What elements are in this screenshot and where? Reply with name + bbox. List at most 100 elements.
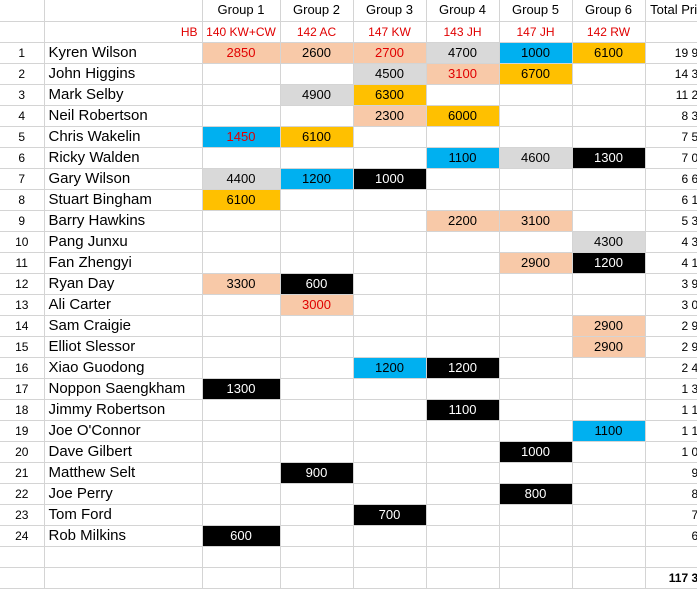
empty-cell[interactable] <box>499 525 573 547</box>
player-name[interactable]: Tom Ford <box>44 504 203 526</box>
player-name[interactable]: Pang Junxu <box>44 231 203 253</box>
empty-cell[interactable] <box>499 504 573 526</box>
prize-cell[interactable]: 900 <box>280 462 354 484</box>
row-number[interactable]: 21 <box>0 462 45 484</box>
cell[interactable] <box>44 0 203 22</box>
cell[interactable] <box>0 567 45 589</box>
empty-cell[interactable] <box>353 399 427 421</box>
empty-cell[interactable] <box>499 315 573 337</box>
empty-cell[interactable] <box>426 420 500 442</box>
empty-cell[interactable] <box>499 399 573 421</box>
empty-cell[interactable] <box>426 252 500 274</box>
hb-label[interactable]: HB <box>44 21 203 43</box>
row-number[interactable]: 2 <box>0 63 45 85</box>
prize-cell[interactable]: 4700 <box>426 42 500 64</box>
prize-cell[interactable]: 1100 <box>426 147 500 169</box>
row-number[interactable]: 6 <box>0 147 45 169</box>
empty-cell[interactable] <box>426 441 500 463</box>
total-prize-cell[interactable]: 11 200 <box>645 84 697 106</box>
empty-cell[interactable] <box>426 168 500 190</box>
group-header[interactable]: Group 3 <box>353 0 427 22</box>
empty-cell[interactable] <box>202 294 281 316</box>
player-name[interactable]: Fan Zhengyi <box>44 252 203 274</box>
empty-cell[interactable] <box>353 231 427 253</box>
empty-cell[interactable] <box>202 483 281 505</box>
row-number[interactable]: 10 <box>0 231 45 253</box>
total-prize-cell[interactable]: 700 <box>645 504 697 526</box>
empty-cell[interactable] <box>353 378 427 400</box>
total-prize-cell[interactable]: 2 900 <box>645 315 697 337</box>
row-number[interactable]: 12 <box>0 273 45 295</box>
empty-cell[interactable] <box>426 378 500 400</box>
empty-cell[interactable] <box>202 147 281 169</box>
cell[interactable] <box>202 546 281 568</box>
empty-cell[interactable] <box>202 504 281 526</box>
prize-cell[interactable]: 1200 <box>280 168 354 190</box>
empty-cell[interactable] <box>353 294 427 316</box>
player-name[interactable]: Noppon Saengkham <box>44 378 203 400</box>
prize-cell[interactable]: 2700 <box>353 42 427 64</box>
row-number[interactable]: 20 <box>0 441 45 463</box>
high-break-cell[interactable]: 147 JH <box>499 21 573 43</box>
empty-cell[interactable] <box>499 105 573 127</box>
total-prize-cell[interactable]: 800 <box>645 483 697 505</box>
empty-cell[interactable] <box>202 315 281 337</box>
empty-cell[interactable] <box>280 420 354 442</box>
high-break-cell[interactable]: 147 KW <box>353 21 427 43</box>
empty-cell[interactable] <box>280 399 354 421</box>
empty-cell[interactable] <box>499 336 573 358</box>
prize-cell[interactable]: 4600 <box>499 147 573 169</box>
cell[interactable] <box>353 567 427 589</box>
empty-cell[interactable] <box>280 315 354 337</box>
prize-cell[interactable]: 2900 <box>572 336 646 358</box>
row-number[interactable]: 24 <box>0 525 45 547</box>
cell[interactable] <box>572 546 646 568</box>
empty-cell[interactable] <box>280 525 354 547</box>
row-number[interactable]: 1 <box>0 42 45 64</box>
row-number[interactable]: 4 <box>0 105 45 127</box>
prize-cell[interactable]: 2900 <box>572 315 646 337</box>
prize-cell[interactable]: 1200 <box>572 252 646 274</box>
prize-cell[interactable]: 6100 <box>202 189 281 211</box>
prize-cell[interactable]: 600 <box>202 525 281 547</box>
row-number[interactable]: 16 <box>0 357 45 379</box>
player-name[interactable]: Elliot Slessor <box>44 336 203 358</box>
empty-cell[interactable] <box>353 210 427 232</box>
player-name[interactable]: Ryan Day <box>44 273 203 295</box>
group-header[interactable]: Group 1 <box>202 0 281 22</box>
total-prize-header[interactable]: Total Prize <box>645 0 697 22</box>
player-name[interactable]: Mark Selby <box>44 84 203 106</box>
player-name[interactable]: Dave Gilbert <box>44 441 203 463</box>
empty-cell[interactable] <box>353 525 427 547</box>
player-name[interactable]: John Higgins <box>44 63 203 85</box>
empty-cell[interactable] <box>353 336 427 358</box>
player-name[interactable]: Rob Milkins <box>44 525 203 547</box>
player-name[interactable]: Jimmy Robertson <box>44 399 203 421</box>
total-prize-cell[interactable]: 600 <box>645 525 697 547</box>
empty-cell[interactable] <box>202 357 281 379</box>
prize-cell[interactable]: 3000 <box>280 294 354 316</box>
empty-cell[interactable] <box>353 273 427 295</box>
empty-cell[interactable] <box>499 84 573 106</box>
cell[interactable] <box>0 0 45 22</box>
cell[interactable] <box>280 567 354 589</box>
empty-cell[interactable] <box>426 84 500 106</box>
row-number[interactable]: 3 <box>0 84 45 106</box>
total-prize-cell[interactable]: 6 600 <box>645 168 697 190</box>
empty-cell[interactable] <box>353 483 427 505</box>
empty-cell[interactable] <box>426 315 500 337</box>
empty-cell[interactable] <box>426 336 500 358</box>
prize-cell[interactable]: 2200 <box>426 210 500 232</box>
prize-cell[interactable]: 1300 <box>202 378 281 400</box>
empty-cell[interactable] <box>280 210 354 232</box>
row-number[interactable]: 8 <box>0 189 45 211</box>
empty-cell[interactable] <box>202 399 281 421</box>
player-name[interactable]: Chris Wakelin <box>44 126 203 148</box>
cell[interactable] <box>353 546 427 568</box>
group-header[interactable]: Group 2 <box>280 0 354 22</box>
total-prize-cell[interactable]: 7 550 <box>645 126 697 148</box>
prize-cell[interactable]: 1000 <box>353 168 427 190</box>
prize-cell[interactable]: 4500 <box>353 63 427 85</box>
group-header[interactable]: Group 5 <box>499 0 573 22</box>
total-prize-cell[interactable]: 1 100 <box>645 420 697 442</box>
